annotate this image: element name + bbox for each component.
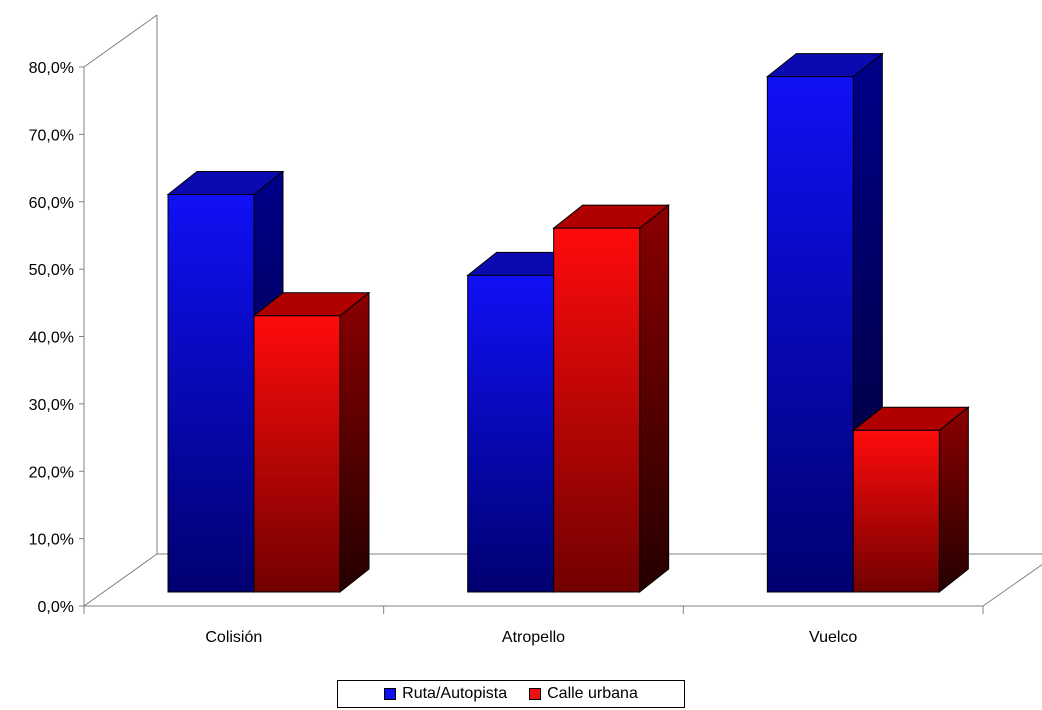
bar-front <box>852 429 940 593</box>
y-tick-label: 20,0% <box>29 464 74 481</box>
chart-frame <box>83 14 1042 607</box>
bar-side <box>938 406 969 594</box>
bar-front <box>553 227 641 593</box>
bar-side <box>639 204 670 594</box>
y-tick-label: 60,0% <box>29 195 74 212</box>
bars <box>166 52 970 594</box>
floor-right-edge <box>982 564 1042 607</box>
bar-2-2 <box>552 204 671 594</box>
y-tick-label: 10,0% <box>29 532 74 549</box>
y-axis: 0,0% 10,0% 20,0% 30,0% 40,0% 50,0% 60,0% 70,0% 8… <box>29 60 85 616</box>
bar-front <box>167 193 255 593</box>
y-tick-label: 50,0% <box>29 262 74 279</box>
bar-front <box>766 76 854 593</box>
x-axis: Colisión Atropello Vuelco <box>83 605 984 646</box>
bar-front <box>253 315 341 593</box>
legend-item-series-1: Ruta/Autopista <box>384 685 507 703</box>
x-tick-label: Atropello <box>502 629 565 646</box>
legend-swatch-series-2 <box>529 688 542 700</box>
bar-2-1 <box>252 291 371 594</box>
x-tick-label: Colisión <box>205 629 262 646</box>
bar-front <box>467 274 555 593</box>
legend-swatch-series-1 <box>384 688 397 700</box>
x-tick-label: Vuelco <box>809 629 857 646</box>
y-tick-label: 40,0% <box>29 330 74 347</box>
bar-2-3 <box>851 406 970 594</box>
y-tick-label: 30,0% <box>29 397 74 414</box>
legend: Ruta/Autopista Calle urbana <box>337 680 685 708</box>
bar-side <box>339 291 370 594</box>
y-tick-label: 0,0% <box>38 599 74 616</box>
side-wall-top-edge <box>83 14 158 68</box>
legend-label-series-1: Ruta/Autopista <box>402 685 508 702</box>
legend-label-series-2: Calle urbana <box>547 685 638 702</box>
legend-item-series-2: Calle urbana <box>529 685 638 703</box>
y-tick-label: 80,0% <box>29 60 74 77</box>
y-tick-label: 70,0% <box>29 127 74 144</box>
